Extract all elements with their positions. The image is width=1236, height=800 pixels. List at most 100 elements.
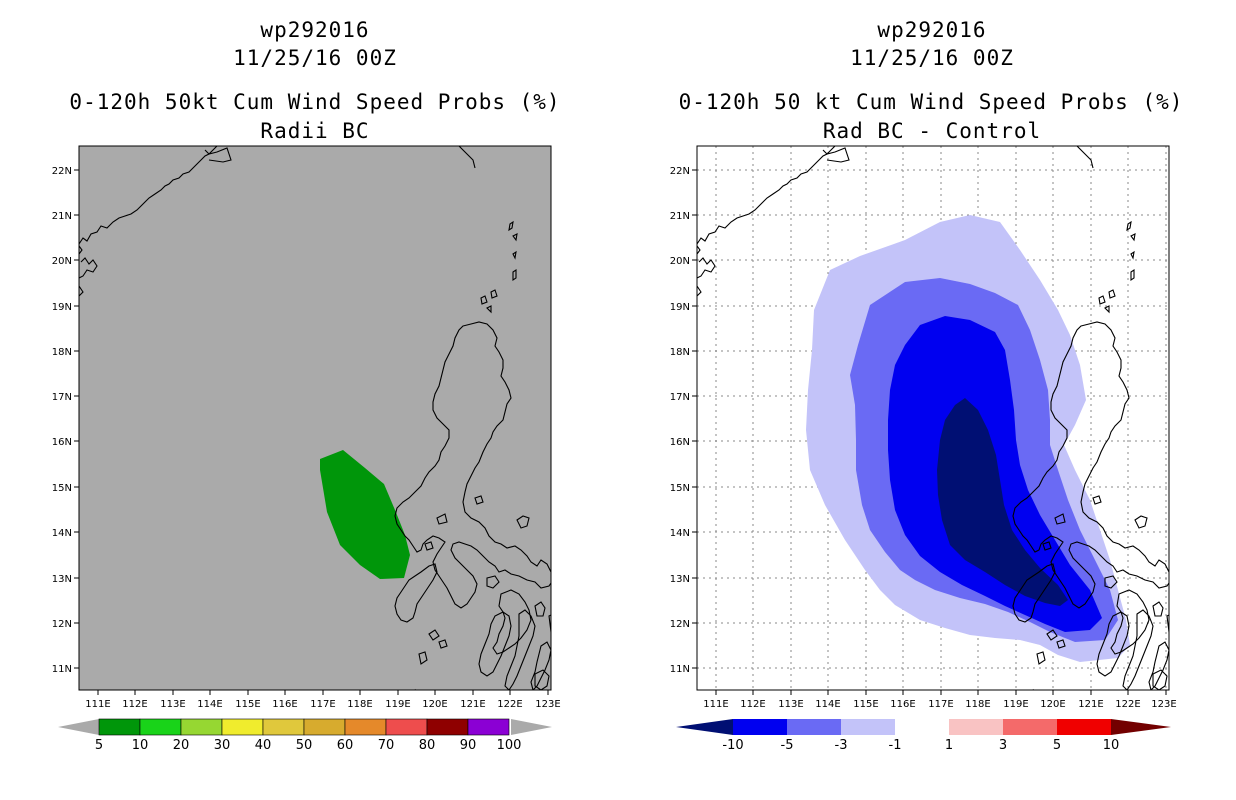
left-probability-area (320, 450, 410, 579)
right-lat-label: 17N (670, 392, 690, 403)
right-lat-label: 15N (670, 483, 690, 494)
left-colorbar-low-arrow (58, 719, 99, 735)
right-lon-label: 120E (1040, 699, 1065, 710)
left-colorbar: 5 10 20 30 40 50 60 70 80 90 100 (58, 718, 552, 753)
left-datetime: 11/25/16 00Z (233, 46, 397, 70)
left-lon-labels: 111E 112E 113E 114E 115E 116E 117E 118E … (85, 699, 560, 710)
right-colorbar-label: -3 (835, 738, 848, 753)
right-colorbar-swatch (949, 719, 1003, 735)
right-title: 0-120h 50 kt Cum Wind Speed Probs (%) (678, 90, 1184, 114)
right-lon-label: 118E (965, 699, 990, 710)
right-lon-label: 114E (815, 699, 840, 710)
right-lon-label: 115E (853, 699, 878, 710)
left-colorbar-high-arrow (511, 719, 552, 735)
right-colorbar-low-arrow (676, 719, 733, 735)
left-lat-label: 12N (52, 619, 72, 630)
left-lon-label: 122E (497, 699, 522, 710)
right-colorbar-swatch (733, 719, 787, 735)
right-colorbar-swatch (895, 719, 949, 735)
right-lat-label: 14N (670, 528, 690, 539)
left-colorbar-swatch (262, 718, 305, 736)
left-lat-label: 16N (52, 437, 72, 448)
left-lat-label: 17N (52, 392, 72, 403)
right-colorbar: -10 -5 -3 -1 1 3 5 10 (676, 719, 1171, 753)
right-lat-label: 18N (670, 347, 690, 358)
left-title: 0-120h 50kt Cum Wind Speed Probs (%) (69, 90, 561, 114)
left-colorbar-label: 50 (296, 738, 313, 753)
right-lat-label: 13N (670, 574, 690, 585)
right-storm-id: wp292016 (877, 18, 987, 42)
left-map: 111E 112E 113E 114E 115E 116E 117E 118E … (52, 145, 561, 710)
left-colorbar-label: 90 (460, 738, 477, 753)
left-colorbar-label: 60 (337, 738, 354, 753)
left-lat-label: 14N (52, 528, 72, 539)
right-lon-label: 122E (1115, 699, 1140, 710)
right-colorbar-swatch (787, 719, 841, 735)
right-colorbar-label: -5 (781, 738, 794, 753)
left-lon-label: 118E (347, 699, 372, 710)
left-lat-labels: 22N 21N 20N 19N 18N 17N 16N 15N 14N 13N … (52, 166, 72, 675)
right-colorbar-label: 10 (1103, 738, 1120, 753)
left-lon-label: 112E (122, 699, 147, 710)
left-colorbar-swatch (303, 718, 346, 736)
left-lon-label: 120E (422, 699, 447, 710)
left-lon-label: 117E (310, 699, 335, 710)
right-lon-label: 111E (703, 699, 728, 710)
right-lat-label: 12N (670, 619, 690, 630)
left-colorbar-swatch (221, 718, 264, 736)
right-map: 111E 112E 113E 114E 115E 116E 117E 118E … (670, 145, 1177, 710)
right-lat-label: 11N (670, 664, 690, 675)
left-colorbar-label: 80 (419, 738, 436, 753)
right-colorbar-label: 5 (1053, 738, 1061, 753)
left-colorbar-swatch (385, 718, 428, 736)
right-colorbar-swatch (1057, 719, 1111, 735)
left-colorbar-label: 30 (214, 738, 231, 753)
right-colorbar-label: 1 (945, 738, 953, 753)
right-diff-level-4 (937, 398, 1068, 606)
left-lat-label: 19N (52, 302, 72, 313)
right-lon-label: 116E (890, 699, 915, 710)
left-colorbar-label: 5 (95, 738, 103, 753)
left-lon-label: 119E (385, 699, 410, 710)
right-lat-label: 19N (670, 302, 690, 313)
left-lat-label: 11N (52, 664, 72, 675)
right-lon-label: 113E (778, 699, 803, 710)
right-lat-label: 21N (670, 211, 690, 222)
right-colorbar-swatch (841, 719, 895, 735)
left-lat-label: 15N (52, 483, 72, 494)
left-lat-label: 20N (52, 256, 72, 267)
right-lon-label: 121E (1078, 699, 1103, 710)
left-lat-label: 22N (52, 166, 72, 177)
left-map-background (79, 146, 551, 690)
left-colorbar-label: 20 (173, 738, 190, 753)
right-lon-label: 119E (1003, 699, 1028, 710)
left-lon-label: 123E (535, 699, 560, 710)
left-colorbar-swatch (344, 718, 387, 736)
right-lon-labels: 111E 112E 113E 114E 115E 116E 117E 118E … (703, 699, 1176, 710)
left-colorbar-swatch (426, 718, 469, 736)
left-lon-label: 116E (272, 699, 297, 710)
left-colorbar-label: 40 (255, 738, 272, 753)
right-colorbar-swatch (1003, 719, 1057, 735)
left-lon-label: 113E (160, 699, 185, 710)
left-colorbar-swatch (180, 718, 223, 736)
right-lon-label: 112E (740, 699, 765, 710)
left-storm-id: wp292016 (260, 18, 370, 42)
left-colorbar-label: 10 (132, 738, 149, 753)
left-lat-label: 18N (52, 347, 72, 358)
left-lon-label: 114E (197, 699, 222, 710)
left-lon-label: 111E (85, 699, 110, 710)
left-lat-label: 13N (52, 574, 72, 585)
right-datetime: 11/25/16 00Z (850, 46, 1014, 70)
right-colorbar-label: -10 (722, 738, 743, 753)
left-colorbar-label: 100 (497, 738, 522, 753)
left-colorbar-swatch (98, 718, 141, 736)
left-colorbar-swatch (467, 718, 510, 736)
right-lon-label: 117E (928, 699, 953, 710)
left-colorbar-label: 70 (378, 738, 395, 753)
right-lat-labels: 22N 21N 20N 19N 18N 17N 16N 15N 14N 13N … (670, 166, 690, 675)
left-lon-label: 115E (235, 699, 260, 710)
left-colorbar-swatch (139, 718, 182, 736)
left-lat-label: 21N (52, 211, 72, 222)
right-colorbar-high-arrow (1111, 719, 1171, 735)
